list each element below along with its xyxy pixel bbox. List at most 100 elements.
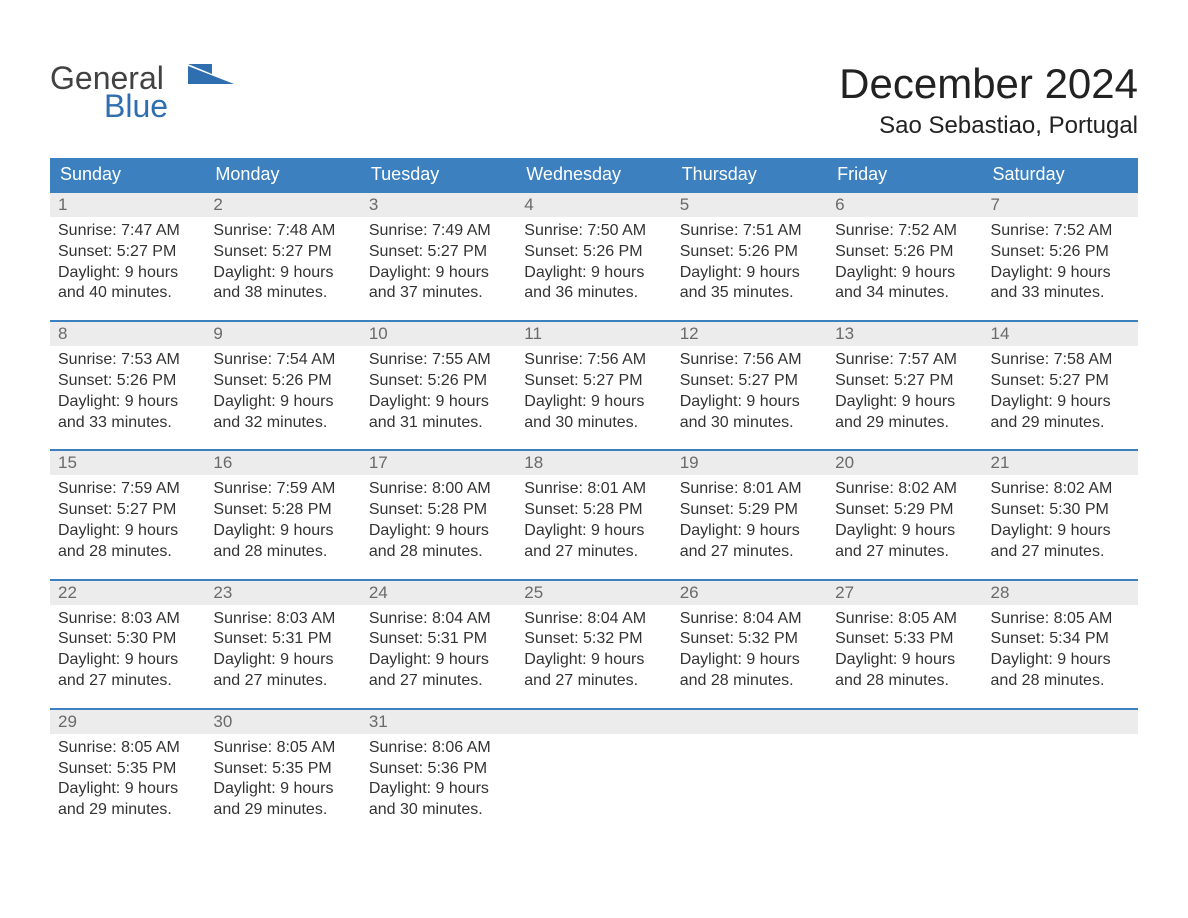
- day-cell: Sunrise: 7:51 AMSunset: 5:26 PMDaylight:…: [672, 217, 827, 304]
- day-d2: and 35 minutes.: [680, 283, 819, 304]
- day-d1: Daylight: 9 hours: [213, 650, 352, 671]
- day-cell: Sunrise: 7:48 AMSunset: 5:27 PMDaylight:…: [205, 217, 360, 304]
- day-sunrise: Sunrise: 7:49 AM: [369, 221, 508, 242]
- day-cell: Sunrise: 7:52 AMSunset: 5:26 PMDaylight:…: [983, 217, 1138, 304]
- day-d2: and 30 minutes.: [680, 413, 819, 434]
- day-sunrise: Sunrise: 8:05 AM: [991, 609, 1130, 630]
- day-cell: Sunrise: 8:04 AMSunset: 5:32 PMDaylight:…: [672, 605, 827, 692]
- day-d1: Daylight: 9 hours: [835, 392, 974, 413]
- day-sunset: Sunset: 5:26 PM: [369, 371, 508, 392]
- content-row: Sunrise: 7:53 AMSunset: 5:26 PMDaylight:…: [50, 346, 1138, 449]
- day-sunset: Sunset: 5:26 PM: [991, 242, 1130, 263]
- day-cell: Sunrise: 8:02 AMSunset: 5:29 PMDaylight:…: [827, 475, 982, 562]
- logo-text-2: Blue: [50, 90, 168, 124]
- day-d2: and 38 minutes.: [213, 283, 352, 304]
- day-sunset: Sunset: 5:27 PM: [835, 371, 974, 392]
- day-d2: and 27 minutes.: [213, 671, 352, 692]
- day-d1: Daylight: 9 hours: [213, 263, 352, 284]
- day-d2: and 32 minutes.: [213, 413, 352, 434]
- day-number: 5: [672, 193, 827, 217]
- day-d1: Daylight: 9 hours: [369, 650, 508, 671]
- day-d1: Daylight: 9 hours: [835, 650, 974, 671]
- day-sunset: Sunset: 5:27 PM: [369, 242, 508, 263]
- day-d2: and 40 minutes.: [58, 283, 197, 304]
- day-number: 11: [516, 322, 671, 346]
- day-number: 30: [205, 710, 360, 734]
- day-d1: Daylight: 9 hours: [680, 392, 819, 413]
- day-d2: and 29 minutes.: [213, 800, 352, 821]
- day-cell: Sunrise: 7:49 AMSunset: 5:27 PMDaylight:…: [361, 217, 516, 304]
- day-d2: and 30 minutes.: [369, 800, 508, 821]
- day-d2: and 33 minutes.: [58, 413, 197, 434]
- day-d1: Daylight: 9 hours: [991, 263, 1130, 284]
- daynum-row: 1234567: [50, 193, 1138, 217]
- day-number: 27: [827, 581, 982, 605]
- logo-flag-icon: [188, 64, 238, 92]
- day-sunset: Sunset: 5:32 PM: [680, 629, 819, 650]
- day-sunset: Sunset: 5:30 PM: [991, 500, 1130, 521]
- day-sunrise: Sunrise: 8:06 AM: [369, 738, 508, 759]
- dow-sunday: Sunday: [50, 158, 205, 191]
- day-number: 7: [983, 193, 1138, 217]
- day-sunset: Sunset: 5:35 PM: [58, 759, 197, 780]
- day-sunset: Sunset: 5:31 PM: [213, 629, 352, 650]
- day-number: 26: [672, 581, 827, 605]
- content-row: Sunrise: 8:05 AMSunset: 5:35 PMDaylight:…: [50, 734, 1138, 837]
- day-sunrise: Sunrise: 8:04 AM: [680, 609, 819, 630]
- day-sunset: Sunset: 5:28 PM: [524, 500, 663, 521]
- day-sunrise: Sunrise: 7:51 AM: [680, 221, 819, 242]
- day-d2: and 27 minutes.: [369, 671, 508, 692]
- day-of-week-row: SundayMondayTuesdayWednesdayThursdayFrid…: [50, 158, 1138, 191]
- day-sunrise: Sunrise: 7:57 AM: [835, 350, 974, 371]
- day-cell: Sunrise: 7:54 AMSunset: 5:26 PMDaylight:…: [205, 346, 360, 433]
- dow-saturday: Saturday: [983, 158, 1138, 191]
- day-sunset: Sunset: 5:31 PM: [369, 629, 508, 650]
- day-d2: and 27 minutes.: [991, 542, 1130, 563]
- day-number: 8: [50, 322, 205, 346]
- day-number: 25: [516, 581, 671, 605]
- day-sunrise: Sunrise: 8:02 AM: [835, 479, 974, 500]
- day-sunrise: Sunrise: 7:52 AM: [835, 221, 974, 242]
- day-cell: Sunrise: 8:06 AMSunset: 5:36 PMDaylight:…: [361, 734, 516, 821]
- daynum-row: 15161718192021: [50, 451, 1138, 475]
- day-sunset: Sunset: 5:28 PM: [369, 500, 508, 521]
- day-sunset: Sunset: 5:36 PM: [369, 759, 508, 780]
- day-d2: and 27 minutes.: [524, 671, 663, 692]
- day-number: 29: [50, 710, 205, 734]
- day-cell: Sunrise: 7:59 AMSunset: 5:28 PMDaylight:…: [205, 475, 360, 562]
- day-cell: Sunrise: 7:56 AMSunset: 5:27 PMDaylight:…: [516, 346, 671, 433]
- day-d2: and 30 minutes.: [524, 413, 663, 434]
- day-number: 28: [983, 581, 1138, 605]
- day-sunrise: Sunrise: 7:50 AM: [524, 221, 663, 242]
- day-d1: Daylight: 9 hours: [991, 521, 1130, 542]
- day-d2: and 28 minutes.: [369, 542, 508, 563]
- day-cell: Sunrise: 8:05 AMSunset: 5:35 PMDaylight:…: [50, 734, 205, 821]
- day-cell: Sunrise: 8:01 AMSunset: 5:29 PMDaylight:…: [672, 475, 827, 562]
- day-cell: Sunrise: 7:52 AMSunset: 5:26 PMDaylight:…: [827, 217, 982, 304]
- content-row: Sunrise: 7:47 AMSunset: 5:27 PMDaylight:…: [50, 217, 1138, 320]
- month-title: December 2024: [839, 60, 1138, 108]
- header: General Blue December 2024 Sao Sebastiao…: [50, 50, 1138, 140]
- day-number: [516, 710, 671, 734]
- day-sunset: Sunset: 5:27 PM: [991, 371, 1130, 392]
- day-d1: Daylight: 9 hours: [369, 392, 508, 413]
- day-sunset: Sunset: 5:27 PM: [680, 371, 819, 392]
- day-d1: Daylight: 9 hours: [991, 392, 1130, 413]
- day-d1: Daylight: 9 hours: [58, 263, 197, 284]
- day-number: 23: [205, 581, 360, 605]
- dow-tuesday: Tuesday: [361, 158, 516, 191]
- day-cell: [516, 734, 671, 821]
- day-sunrise: Sunrise: 7:56 AM: [680, 350, 819, 371]
- day-cell: [827, 734, 982, 821]
- day-number: 13: [827, 322, 982, 346]
- week-row: 1234567Sunrise: 7:47 AMSunset: 5:27 PMDa…: [50, 191, 1138, 320]
- day-d1: Daylight: 9 hours: [213, 779, 352, 800]
- dow-friday: Friday: [827, 158, 982, 191]
- day-number: 17: [361, 451, 516, 475]
- day-sunset: Sunset: 5:27 PM: [524, 371, 663, 392]
- day-sunset: Sunset: 5:27 PM: [58, 500, 197, 521]
- day-cell: Sunrise: 7:58 AMSunset: 5:27 PMDaylight:…: [983, 346, 1138, 433]
- day-number: 10: [361, 322, 516, 346]
- day-sunrise: Sunrise: 7:59 AM: [213, 479, 352, 500]
- day-number: 4: [516, 193, 671, 217]
